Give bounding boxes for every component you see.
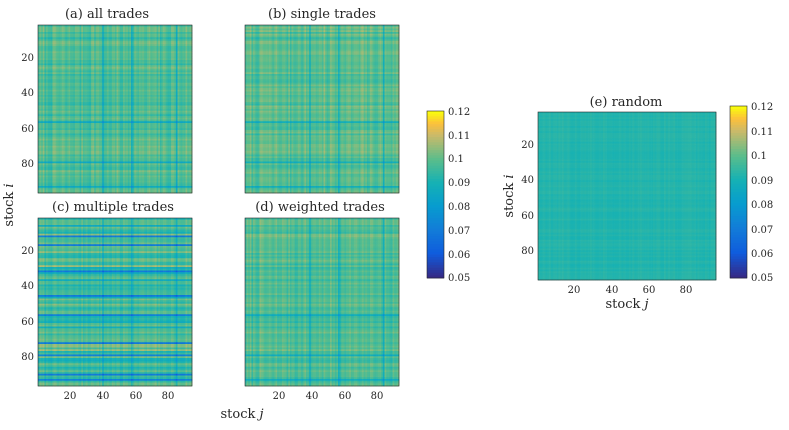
- figure: (a) all trades 20 40 60 80 (b) single tr…: [0, 0, 789, 430]
- panel-a-title: (a) all trades: [65, 7, 149, 22]
- panel-a: (a) all trades 20 40 60 80: [21, 7, 192, 193]
- heatmap-a: [38, 25, 192, 193]
